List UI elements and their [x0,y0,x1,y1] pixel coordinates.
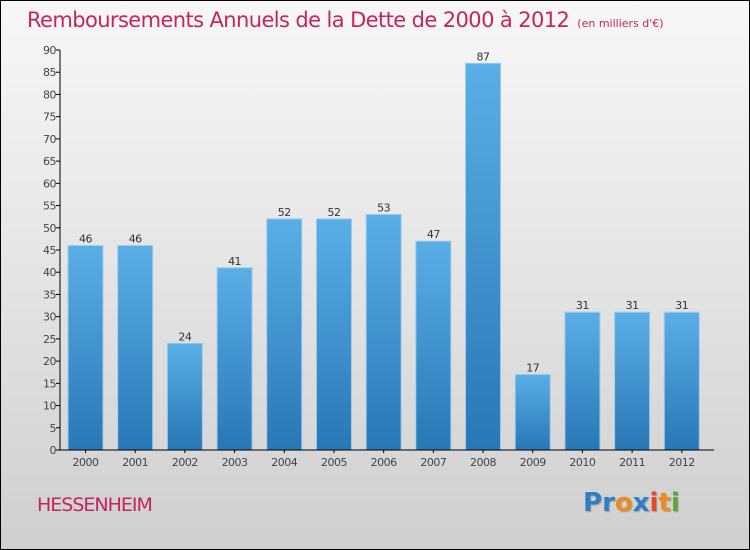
y-tick-label: 40 [43,266,56,279]
bar-2005 [315,218,352,451]
y-tick-label: 80 [43,88,56,101]
logo-letter: x [632,488,650,518]
y-tick-label: 5 [50,422,57,435]
logo-letter: P [583,488,603,518]
chart-title: Remboursements Annuels de la Dette de 20… [27,8,664,32]
y-tick-label: 70 [43,133,56,146]
y-tick-label: 25 [43,333,56,346]
logo-letter: r [602,488,615,518]
bar-2012 [663,311,700,451]
x-tick-label-2010: 2010 [569,456,595,469]
x-tick-label-2006: 2006 [371,456,397,469]
bar-2003 [216,267,253,451]
value-label-2004: 52 [278,206,291,219]
x-tick-label-2011: 2011 [619,456,645,469]
value-label-2011: 31 [626,299,639,312]
value-label-2010: 31 [576,299,589,312]
bar-2010 [564,311,601,451]
value-label-2012: 31 [675,299,688,312]
bar-2009 [514,373,551,451]
y-tick-label: 30 [43,311,56,324]
value-label-2007: 47 [427,228,440,241]
x-tick-label-2002: 2002 [172,456,198,469]
logo-letter: i [670,488,680,518]
chart-unit: (en milliers d'€) [577,17,664,30]
x-tick-label-2001: 2001 [122,456,148,469]
x-tick-label-2000: 2000 [73,456,99,469]
x-tick-label-2008: 2008 [470,456,496,469]
y-tick-label: 45 [43,244,56,257]
value-label-2002: 24 [178,330,191,343]
bar-2001 [117,245,154,451]
value-label-2005: 52 [327,206,340,219]
y-tick-label: 15 [43,377,56,390]
x-tick-label-2009: 2009 [520,456,546,469]
value-label-2000: 46 [79,233,92,246]
bar-2006 [365,213,402,451]
bar-2004 [266,218,303,451]
proxiti-logo[interactable]: Proxiti [583,488,680,518]
x-tick-label-2005: 2005 [321,456,347,469]
x-tick-label-2012: 2012 [669,456,695,469]
y-axis: 0 5 10 15 20 25 30 35 40 45 50 55 60 65 70 75 80 85 90 [43,44,61,457]
y-tick-label: 90 [43,44,56,57]
y-tick-label: 75 [43,111,56,124]
x-tick-label-2003: 2003 [222,456,248,469]
logo-letter: t [658,488,671,518]
bar-2008 [465,62,502,451]
x-axis: 2000 2001 2002 2003 2004 2005 2006 2007 2008 2009… [60,449,714,469]
value-label-2006: 53 [377,201,390,214]
y-tick-label: 10 [43,400,56,413]
bar-2007 [415,240,452,451]
bar-2011 [614,311,651,451]
y-tick-label: 55 [43,200,56,213]
chart-title-text: Remboursements Annuels de la Dette de 20… [27,8,570,32]
y-tick-label: 60 [43,177,56,190]
y-tick-label: 20 [43,355,56,368]
y-tick-label: 0 [50,444,57,457]
x-tick-label-2007: 2007 [420,456,446,469]
value-label-2003: 41 [228,255,241,268]
value-label-2001: 46 [129,233,142,246]
bar-2002 [166,342,203,451]
y-tick-label: 85 [43,66,56,79]
bars-group: 46 46 24 41 52 52 53 47 87 17 31 31 31 [67,50,700,451]
value-label-2009: 17 [526,361,539,374]
commune-name: HESSENHEIM [37,494,153,516]
y-tick-label: 65 [43,155,56,168]
y-tick-label: 35 [43,288,56,301]
logo-letter: i [649,488,659,518]
y-tick-label: 50 [43,222,56,235]
logo-letter: o [614,488,633,518]
value-label-2008: 87 [477,50,490,63]
x-tick-label-2004: 2004 [271,456,297,469]
bar-2000 [67,245,104,451]
